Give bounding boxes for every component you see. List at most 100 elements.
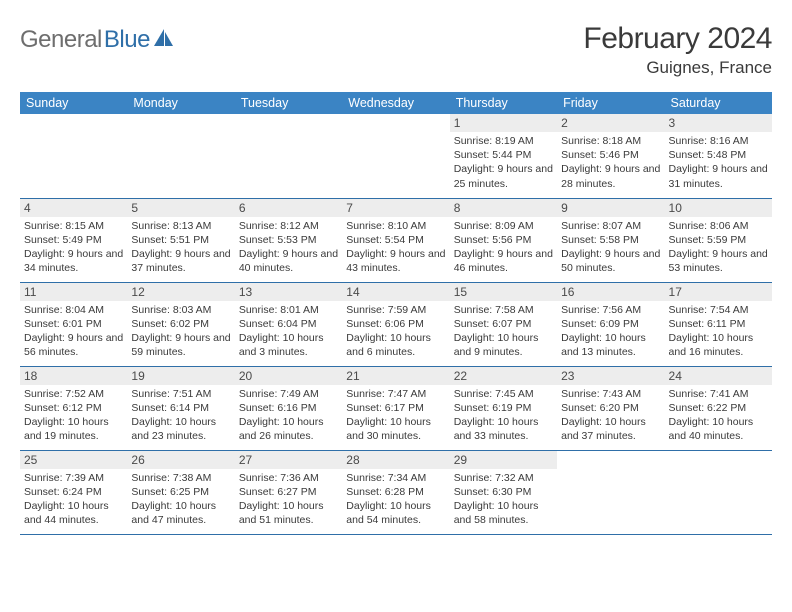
sunrise: Sunrise: 7:54 AM xyxy=(669,303,768,317)
day-info: Sunrise: 7:34 AMSunset: 6:28 PMDaylight:… xyxy=(342,469,449,532)
sunset: Sunset: 5:51 PM xyxy=(131,233,230,247)
sunset: Sunset: 6:22 PM xyxy=(669,401,768,415)
day-number: 22 xyxy=(450,367,557,385)
day-number: 14 xyxy=(342,283,449,301)
day-number: 7 xyxy=(342,199,449,217)
sunset: Sunset: 6:14 PM xyxy=(131,401,230,415)
day-cell xyxy=(235,114,342,198)
sunrise: Sunrise: 7:41 AM xyxy=(669,387,768,401)
day-cell: 4 Sunrise: 8:15 AMSunset: 5:49 PMDaylight… xyxy=(20,198,127,282)
week-row: 18Sunrise: 7:52 AMSunset: 6:12 PMDayligh… xyxy=(20,366,772,450)
sunset: Sunset: 5:49 PM xyxy=(24,233,123,247)
day-number: 18 xyxy=(20,367,127,385)
day-number: 1 xyxy=(450,114,557,132)
day-number: 25 xyxy=(20,451,127,469)
sunrise: Sunrise: 8:09 AM xyxy=(454,219,553,233)
daylight: Daylight: 10 hours and 33 minutes. xyxy=(454,415,553,443)
daylight: Daylight: 9 hours and 28 minutes. xyxy=(561,162,660,190)
week-row: 1Sunrise: 8:19 AMSunset: 5:44 PMDaylight… xyxy=(20,114,772,198)
daylight: Daylight: 10 hours and 58 minutes. xyxy=(454,499,553,527)
day-cell xyxy=(20,114,127,198)
daylight: Daylight: 10 hours and 30 minutes. xyxy=(346,415,445,443)
day-header-mon: Monday xyxy=(127,92,234,114)
day-cell: 15Sunrise: 7:58 AMSunset: 6:07 PMDayligh… xyxy=(450,282,557,366)
day-cell: 12Sunrise: 8:03 AMSunset: 6:02 PMDayligh… xyxy=(127,282,234,366)
daylight: Daylight: 10 hours and 26 minutes. xyxy=(239,415,338,443)
daylight: Daylight: 9 hours and 59 minutes. xyxy=(131,331,230,359)
day-cell: 11Sunrise: 8:04 AMSunset: 6:01 PMDayligh… xyxy=(20,282,127,366)
day-number: 4 xyxy=(20,199,127,217)
sunrise: Sunrise: 8:15 AM xyxy=(24,219,123,233)
sunset: Sunset: 5:48 PM xyxy=(669,148,768,162)
daylight: Daylight: 10 hours and 6 minutes. xyxy=(346,331,445,359)
day-header-sun: Sunday xyxy=(20,92,127,114)
daylight: Daylight: 10 hours and 19 minutes. xyxy=(24,415,123,443)
day-number: 24 xyxy=(665,367,772,385)
day-cell: 2Sunrise: 8:18 AMSunset: 5:46 PMDaylight… xyxy=(557,114,664,198)
day-number: 26 xyxy=(127,451,234,469)
sunrise: Sunrise: 7:58 AM xyxy=(454,303,553,317)
day-cell: 26Sunrise: 7:38 AMSunset: 6:25 PMDayligh… xyxy=(127,450,234,534)
day-info: Sunrise: 7:52 AMSunset: 6:12 PMDaylight:… xyxy=(20,385,127,448)
header: GeneralBlue February 2024 Guignes, Franc… xyxy=(20,22,772,78)
sunset: Sunset: 6:01 PM xyxy=(24,317,123,331)
day-info: Sunrise: 7:49 AMSunset: 6:16 PMDaylight:… xyxy=(235,385,342,448)
daylight: Daylight: 10 hours and 37 minutes. xyxy=(561,415,660,443)
daylight: Daylight: 9 hours and 34 minutes. xyxy=(24,247,123,275)
daylight: Daylight: 9 hours and 53 minutes. xyxy=(669,247,768,275)
day-cell: 10Sunrise: 8:06 AMSunset: 5:59 PMDayligh… xyxy=(665,198,772,282)
day-info: Sunrise: 8:07 AMSunset: 5:58 PMDaylight:… xyxy=(557,217,664,280)
day-number: 20 xyxy=(235,367,342,385)
daylight: Daylight: 9 hours and 25 minutes. xyxy=(454,162,553,190)
sunset: Sunset: 6:19 PM xyxy=(454,401,553,415)
sunrise: Sunrise: 8:18 AM xyxy=(561,134,660,148)
day-info: Sunrise: 7:47 AMSunset: 6:17 PMDaylight:… xyxy=(342,385,449,448)
sunrise: Sunrise: 8:13 AM xyxy=(131,219,230,233)
day-number: 12 xyxy=(127,283,234,301)
day-info: Sunrise: 7:59 AMSunset: 6:06 PMDaylight:… xyxy=(342,301,449,364)
sunrise: Sunrise: 7:49 AM xyxy=(239,387,338,401)
day-number xyxy=(127,114,234,132)
day-number: 17 xyxy=(665,283,772,301)
sunset: Sunset: 5:44 PM xyxy=(454,148,553,162)
day-info: Sunrise: 7:54 AMSunset: 6:11 PMDaylight:… xyxy=(665,301,772,364)
sunset: Sunset: 6:20 PM xyxy=(561,401,660,415)
day-number: 9 xyxy=(557,199,664,217)
day-cell: 6Sunrise: 8:12 AMSunset: 5:53 PMDaylight… xyxy=(235,198,342,282)
day-info: Sunrise: 7:32 AMSunset: 6:30 PMDaylight:… xyxy=(450,469,557,532)
day-cell: 16Sunrise: 7:56 AMSunset: 6:09 PMDayligh… xyxy=(557,282,664,366)
daylight: Daylight: 10 hours and 3 minutes. xyxy=(239,331,338,359)
day-header-sat: Saturday xyxy=(665,92,772,114)
day-cell xyxy=(342,114,449,198)
day-info: Sunrise: 8:09 AMSunset: 5:56 PMDaylight:… xyxy=(450,217,557,280)
sunset: Sunset: 6:12 PM xyxy=(24,401,123,415)
week-row: 25Sunrise: 7:39 AMSunset: 6:24 PMDayligh… xyxy=(20,450,772,534)
sunset: Sunset: 6:24 PM xyxy=(24,485,123,499)
day-number: 10 xyxy=(665,199,772,217)
sail-icon xyxy=(153,28,175,53)
logo: GeneralBlue xyxy=(20,26,175,54)
day-cell xyxy=(557,450,664,534)
day-number: 29 xyxy=(450,451,557,469)
sunset: Sunset: 5:53 PM xyxy=(239,233,338,247)
daylight: Daylight: 9 hours and 40 minutes. xyxy=(239,247,338,275)
logo-text-blue: Blue xyxy=(104,26,150,54)
day-cell: 5Sunrise: 8:13 AMSunset: 5:51 PMDaylight… xyxy=(127,198,234,282)
day-cell: 28Sunrise: 7:34 AMSunset: 6:28 PMDayligh… xyxy=(342,450,449,534)
day-cell: 9Sunrise: 8:07 AMSunset: 5:58 PMDaylight… xyxy=(557,198,664,282)
day-number: 8 xyxy=(450,199,557,217)
day-header-row: Sunday Monday Tuesday Wednesday Thursday… xyxy=(20,92,772,114)
day-info: Sunrise: 8:12 AMSunset: 5:53 PMDaylight:… xyxy=(235,217,342,280)
day-number: 11 xyxy=(20,283,127,301)
daylight: Daylight: 9 hours and 37 minutes. xyxy=(131,247,230,275)
daylight: Daylight: 9 hours and 43 minutes. xyxy=(346,247,445,275)
day-cell: 23Sunrise: 7:43 AMSunset: 6:20 PMDayligh… xyxy=(557,366,664,450)
day-cell: 7Sunrise: 8:10 AMSunset: 5:54 PMDaylight… xyxy=(342,198,449,282)
day-cell xyxy=(665,450,772,534)
day-cell: 24Sunrise: 7:41 AMSunset: 6:22 PMDayligh… xyxy=(665,366,772,450)
week-row: 11Sunrise: 8:04 AMSunset: 6:01 PMDayligh… xyxy=(20,282,772,366)
sunrise: Sunrise: 7:45 AM xyxy=(454,387,553,401)
day-info: Sunrise: 8:13 AMSunset: 5:51 PMDaylight:… xyxy=(127,217,234,280)
sunrise: Sunrise: 7:43 AM xyxy=(561,387,660,401)
sunrise: Sunrise: 8:06 AM xyxy=(669,219,768,233)
